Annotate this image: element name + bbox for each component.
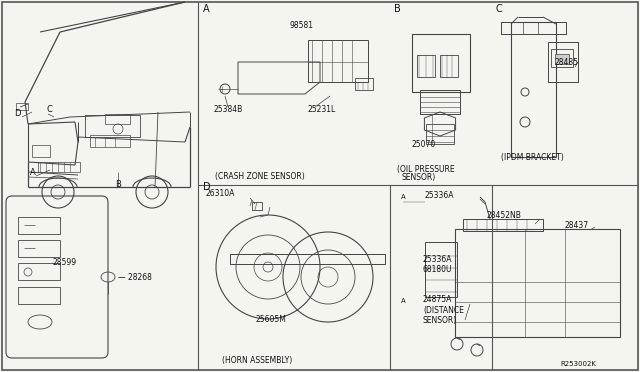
Bar bbox=[308, 40, 368, 82]
Bar bbox=[440, 55, 458, 77]
Text: R253002K: R253002K bbox=[560, 361, 596, 367]
Bar bbox=[355, 78, 373, 90]
Bar bbox=[18, 240, 60, 257]
Text: B: B bbox=[115, 180, 121, 189]
Text: (DISTANCE: (DISTANCE bbox=[423, 306, 464, 315]
Bar bbox=[16, 103, 28, 110]
Text: (IPDM BRACKET): (IPDM BRACKET) bbox=[501, 153, 564, 162]
Bar bbox=[463, 219, 543, 231]
Text: A: A bbox=[401, 194, 406, 200]
Text: D: D bbox=[14, 109, 20, 118]
Text: 28485: 28485 bbox=[555, 58, 579, 67]
Bar bbox=[511, 22, 556, 157]
Text: C: C bbox=[46, 105, 52, 114]
Text: (HORN ASSEMBLY): (HORN ASSEMBLY) bbox=[222, 356, 292, 365]
Text: 25070: 25070 bbox=[412, 140, 436, 149]
Text: A: A bbox=[203, 4, 210, 14]
Text: SENSOR): SENSOR) bbox=[402, 173, 436, 182]
Text: 25336A: 25336A bbox=[423, 255, 452, 264]
Text: 24875A: 24875A bbox=[423, 295, 452, 304]
Text: C: C bbox=[496, 4, 503, 14]
Text: A: A bbox=[30, 168, 36, 177]
Text: 68180U: 68180U bbox=[423, 265, 452, 274]
Bar bbox=[18, 287, 60, 304]
Text: — 28268: — 28268 bbox=[118, 273, 152, 282]
Text: SENSOR): SENSOR) bbox=[423, 316, 457, 325]
Text: 28437: 28437 bbox=[565, 221, 589, 230]
Text: 25384B: 25384B bbox=[213, 105, 243, 114]
Text: D: D bbox=[203, 182, 211, 192]
Bar bbox=[426, 124, 454, 144]
Text: 28599: 28599 bbox=[52, 258, 76, 267]
Bar bbox=[501, 22, 566, 34]
Bar bbox=[425, 242, 457, 297]
Text: A: A bbox=[401, 298, 406, 304]
Bar bbox=[18, 263, 60, 280]
Text: 26310A: 26310A bbox=[205, 189, 234, 198]
Text: 25605M: 25605M bbox=[255, 315, 286, 324]
Bar bbox=[105, 114, 130, 124]
Bar bbox=[417, 55, 435, 77]
Text: 98581: 98581 bbox=[290, 21, 314, 30]
Text: 25231L: 25231L bbox=[308, 105, 336, 114]
Text: 25336A: 25336A bbox=[425, 191, 454, 200]
Bar bbox=[85, 115, 140, 137]
Bar bbox=[548, 42, 578, 82]
Text: (OIL PRESSURE: (OIL PRESSURE bbox=[397, 165, 454, 174]
Bar bbox=[551, 49, 573, 67]
Bar bbox=[420, 90, 460, 114]
Text: B: B bbox=[394, 4, 401, 14]
Bar bbox=[455, 229, 620, 337]
Text: 28452NB: 28452NB bbox=[487, 211, 522, 220]
Bar bbox=[38, 162, 80, 172]
Text: (CRASH ZONE SENSOR): (CRASH ZONE SENSOR) bbox=[215, 172, 305, 181]
Bar bbox=[32, 145, 50, 157]
Bar bbox=[555, 54, 569, 64]
Bar bbox=[252, 202, 262, 210]
Bar bbox=[18, 217, 60, 234]
Bar bbox=[90, 135, 130, 147]
Bar bbox=[230, 254, 385, 264]
Bar bbox=[412, 34, 470, 92]
